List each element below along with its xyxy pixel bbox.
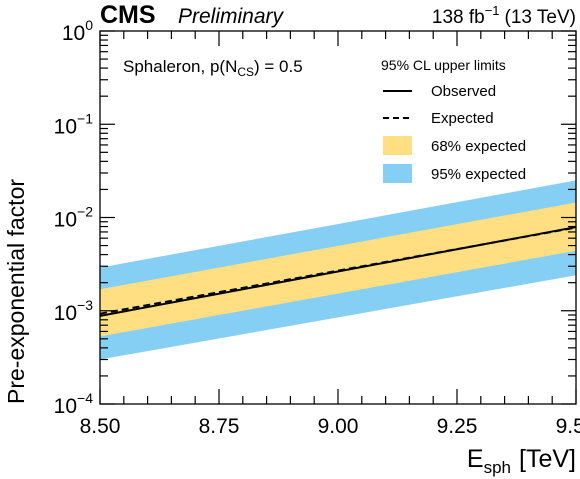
annotation-main: Sphaleron, p(N — [123, 57, 237, 76]
annotation-sub: CS — [237, 65, 254, 79]
model-annotation: Sphaleron, p(NCS) = 0.5 — [123, 57, 303, 79]
y-tick-label: 100 — [62, 17, 93, 45]
y-tick-exponent: −3 — [77, 297, 93, 313]
y-tick-exponent: −1 — [77, 110, 93, 126]
y-tick-exponent: 0 — [85, 17, 93, 33]
y-tick-base: 10 — [54, 395, 77, 418]
y-tick-base: 10 — [54, 209, 77, 232]
energy-label: (13 TeV) — [505, 7, 576, 28]
uncertainty-bands — [100, 180, 576, 360]
legend-title: 95% CL upper limits — [381, 57, 506, 73]
x-tick-label: 9.00 — [318, 415, 359, 438]
experiment-label: CMS — [100, 1, 156, 29]
legend: 95% CL upper limits Observed Expected 68… — [381, 57, 526, 183]
legend-expected-label: Expected — [431, 110, 494, 127]
y-tick-exponent: −2 — [77, 204, 93, 220]
y-tick-base: 10 — [54, 302, 77, 325]
x-tick-label: 8.75 — [199, 415, 240, 438]
x-axis-label-unit: [TeV] — [519, 445, 576, 473]
line-expected — [99, 226, 577, 315]
y-tick-label: 10−2 — [54, 204, 94, 232]
legend-observed-label: Observed — [431, 83, 496, 100]
lumi-label: 138 fb−1 (13 TeV) — [432, 3, 576, 28]
band-68-expected — [100, 202, 576, 337]
y-axis-label: Pre-exponential factor — [3, 179, 29, 404]
y-tick-label: 10−1 — [54, 110, 94, 138]
x-tick-label: 9.25 — [437, 415, 478, 438]
legend-95-label: 95% expected — [431, 166, 526, 183]
status-label: Preliminary — [178, 5, 285, 28]
y-tick-exponent: −4 — [77, 390, 93, 406]
x-axis-label-sub: sph — [484, 458, 511, 477]
legend-68-label: 68% expected — [431, 138, 526, 155]
legend-68-swatch — [383, 136, 412, 155]
x-tick-label: 8.50 — [80, 415, 121, 438]
y-tick-label: 10−3 — [54, 297, 94, 325]
limit-lines — [99, 226, 577, 317]
legend-95-swatch — [383, 164, 412, 183]
line-observed — [99, 226, 577, 317]
axis-ticks — [99, 30, 577, 405]
y-tick-base: 10 — [62, 22, 85, 45]
x-tick-label: 9.50 — [556, 415, 580, 438]
lumi-exponent: −1 — [485, 3, 500, 18]
y-tick-base: 10 — [54, 115, 77, 138]
x-axis-label-main: E — [467, 445, 484, 473]
y-tick-label: 10−4 — [54, 390, 94, 418]
annotation-tail: ) = 0.5 — [254, 57, 303, 76]
x-tick-labels: 8.50 8.75 9.00 9.25 9.50 — [80, 415, 580, 438]
lumi-value: 138 fb — [432, 7, 485, 28]
x-axis-label: Esph [TeV] — [467, 445, 576, 477]
